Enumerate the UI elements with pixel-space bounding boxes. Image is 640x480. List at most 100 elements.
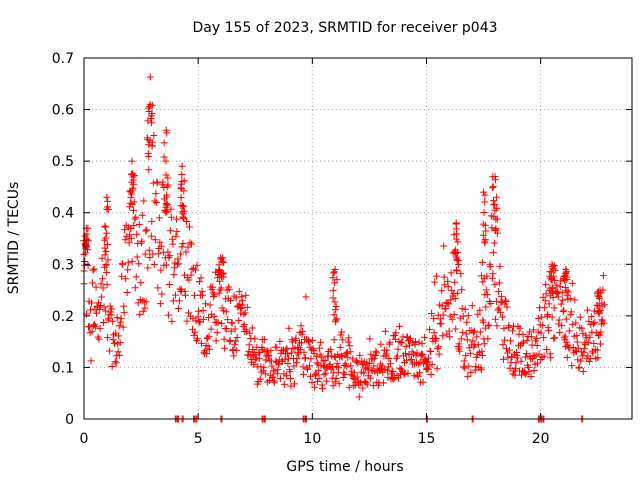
data-point: [157, 242, 165, 250]
data-point: [144, 264, 152, 272]
data-point: [166, 227, 174, 235]
data-point: [558, 322, 566, 330]
data-point: [238, 293, 246, 301]
data-point: [226, 337, 234, 345]
data-point: [590, 339, 598, 347]
data-point: [452, 235, 460, 243]
data-point: [574, 344, 582, 352]
data-point: [148, 112, 156, 120]
data-point: [168, 317, 176, 325]
data-point: [353, 373, 361, 381]
data-point: [563, 353, 571, 361]
data-point: [172, 215, 180, 223]
data-point: [577, 357, 585, 365]
data-point: [540, 352, 548, 360]
data-point: [594, 354, 602, 362]
data-point: [214, 319, 222, 327]
data-point: [92, 283, 100, 291]
data-point: [132, 273, 140, 281]
data-point: [427, 348, 435, 356]
y-tick-label: 0.7: [52, 51, 74, 67]
data-point: [491, 227, 499, 235]
data-point: [384, 373, 392, 381]
data-point: [462, 352, 470, 360]
data-point: [593, 346, 601, 354]
data-point: [579, 368, 587, 376]
data-point: [211, 291, 219, 299]
data-point: [269, 374, 277, 382]
data-point: [282, 372, 290, 380]
data-point: [404, 369, 412, 377]
data-point: [246, 329, 254, 337]
data-point: [118, 260, 126, 268]
data-point: [395, 322, 403, 330]
data-point: [569, 320, 577, 328]
data-point: [148, 217, 156, 225]
data-point: [102, 247, 110, 255]
data-point: [89, 266, 97, 274]
data-point: [174, 305, 182, 313]
data-point: [118, 272, 126, 280]
data-point: [141, 250, 149, 258]
data-point: [98, 254, 106, 262]
data-point: [547, 274, 555, 282]
data-point: [335, 364, 343, 372]
data-point: [130, 206, 138, 214]
data-point: [401, 350, 409, 358]
data-point: [162, 261, 170, 269]
y-tick-label: 0.4: [52, 206, 74, 222]
data-point: [428, 360, 436, 368]
data-point: [386, 338, 394, 346]
data-point: [146, 100, 154, 108]
data-point: [563, 338, 571, 346]
data-point: [116, 351, 124, 359]
data-point: [532, 352, 540, 360]
data-point: [562, 315, 570, 323]
data-point: [419, 351, 427, 359]
data-point: [276, 374, 284, 382]
y-axis-label: SRMTID / TECUs: [6, 182, 22, 295]
data-point: [439, 332, 447, 340]
data-point: [493, 215, 501, 223]
data-point: [346, 342, 354, 350]
data-point: [484, 322, 492, 330]
data-point: [496, 308, 504, 316]
data-point: [240, 310, 248, 318]
data-point: [383, 346, 391, 354]
data-point: [274, 366, 282, 374]
data-point: [164, 248, 172, 256]
data-point: [137, 239, 145, 247]
y-tick-label: 0.1: [52, 360, 74, 376]
data-point: [499, 355, 507, 363]
data-point: [476, 328, 484, 336]
data-point: [219, 254, 227, 262]
data-point: [493, 193, 501, 201]
data-point: [245, 341, 253, 349]
data-point: [588, 347, 596, 355]
data-point: [103, 229, 111, 237]
data-point: [561, 272, 569, 280]
data-point: [520, 338, 528, 346]
data-point: [169, 297, 177, 305]
data-point: [500, 336, 508, 344]
data-point: [540, 334, 548, 342]
data-point: [323, 377, 331, 385]
data-point: [321, 356, 329, 364]
data-point: [568, 279, 576, 287]
data-point: [145, 246, 153, 254]
data-point: [457, 270, 465, 278]
data-point: [541, 304, 549, 312]
y-tick-label: 0.3: [52, 257, 74, 273]
data-point: [231, 341, 239, 349]
data-point: [185, 276, 193, 284]
data-point: [400, 370, 408, 378]
data-point: [550, 334, 558, 342]
data-point: [160, 184, 168, 192]
data-point: [588, 328, 596, 336]
data-point: [545, 327, 553, 335]
data-point: [521, 369, 529, 377]
data-point: [568, 362, 576, 370]
data-point: [394, 374, 402, 382]
data-point: [366, 335, 374, 343]
data-point: [142, 298, 150, 306]
